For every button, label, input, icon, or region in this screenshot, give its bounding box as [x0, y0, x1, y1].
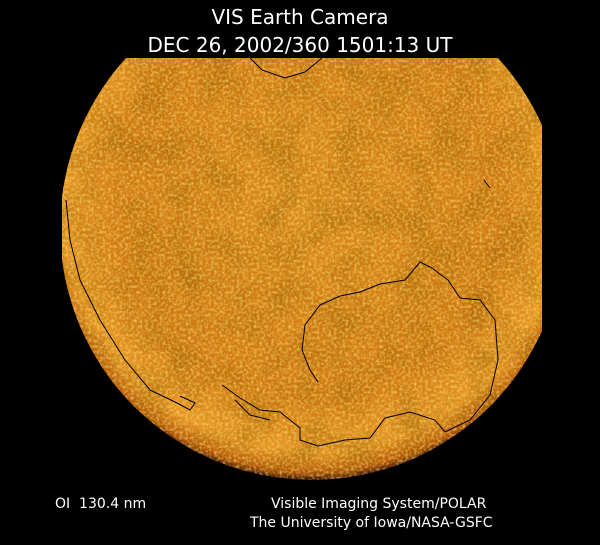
timestamp: DEC 26, 2002/360 1501:13 UT	[148, 33, 454, 57]
title: VIS Earth Camera	[211, 5, 388, 29]
coastlines	[65, 58, 499, 447]
instrument-label: Visible Imaging System/POLAR	[271, 496, 487, 512]
institution-label: The University of Iowa/NASA-GSFC	[249, 515, 493, 531]
earth-image	[62, 58, 542, 480]
filter-label: OI 130.4 nm	[55, 496, 146, 512]
